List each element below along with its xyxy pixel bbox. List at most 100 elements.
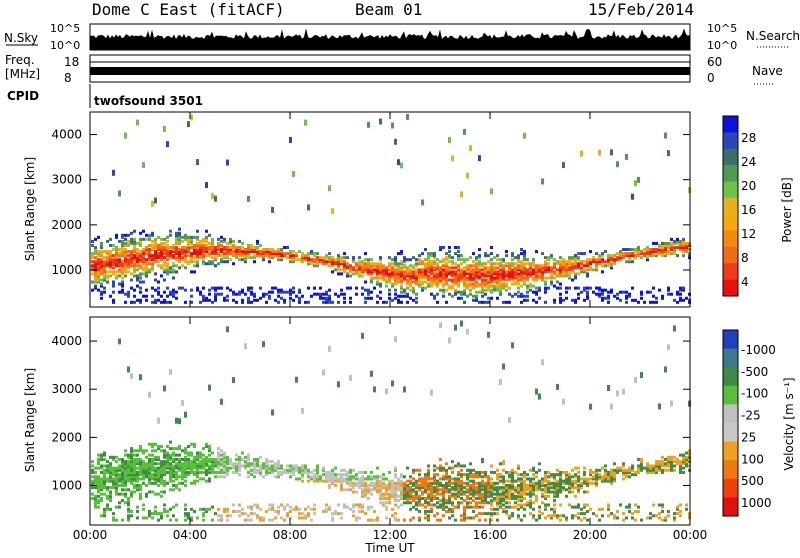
heatmap-cell: [160, 477, 163, 481]
heatmap-cell: [523, 132, 526, 139]
heatmap-cell: [127, 241, 130, 245]
heatmap-cell: [211, 239, 214, 243]
heatmap-cell: [124, 483, 127, 487]
heatmap-cell: [478, 268, 481, 272]
heatmap-cell: [445, 501, 448, 505]
heatmap-cell: [679, 243, 682, 247]
heatmap-cell: [427, 486, 430, 490]
heatmap-cell: [523, 481, 526, 485]
heatmap-cell: [523, 272, 526, 276]
heatmap-cell: [97, 260, 100, 264]
heatmap-cell: [379, 475, 382, 479]
heatmap-cell: [172, 248, 175, 252]
heatmap-cell: [406, 501, 409, 505]
heatmap-cell: [292, 254, 295, 258]
heatmap-cell: [574, 514, 577, 518]
heatmap-cell: [481, 460, 484, 464]
heatmap-cell: [139, 486, 142, 490]
heatmap-cell: [301, 475, 304, 479]
heatmap-cell: [445, 473, 448, 477]
heatmap-cell: [637, 457, 640, 461]
heatmap-cell: [553, 284, 556, 288]
heatmap-cell: [562, 274, 565, 278]
heatmap-cell: [430, 389, 433, 396]
heatmap-cell: [511, 262, 514, 266]
heatmap-cell: [490, 464, 493, 468]
heatmap-cell: [418, 479, 421, 483]
heatmap-cell: [133, 464, 136, 468]
heatmap-cell: [178, 481, 181, 485]
heatmap-cell: [244, 462, 247, 466]
heatmap-cell: [112, 243, 115, 247]
heatmap-cell: [118, 190, 121, 197]
heatmap-cell: [499, 276, 502, 280]
heatmap-cell: [286, 290, 289, 294]
heatmap-cell: [685, 250, 688, 254]
heatmap-cell: [145, 250, 148, 254]
heatmap-cell: [529, 483, 532, 487]
heatmap-cell: [304, 470, 307, 474]
heatmap-cell: [475, 473, 478, 477]
heatmap-cell: [628, 294, 631, 298]
heatmap-cell: [91, 460, 94, 464]
heatmap-cell: [424, 264, 427, 268]
heatmap-cell: [685, 248, 688, 252]
heatmap-cell: [124, 258, 127, 262]
heatmap-cell: [346, 264, 349, 268]
heatmap-cell: [238, 462, 241, 466]
heatmap-cell: [490, 270, 493, 274]
heatmap-cell: [250, 473, 253, 477]
heatmap-cell: [421, 479, 424, 483]
heatmap-cell: [409, 496, 412, 500]
heatmap-cell: [679, 296, 682, 300]
heatmap-cell: [667, 514, 670, 518]
heatmap-cell: [148, 490, 151, 494]
nave-label: Nave: [752, 64, 783, 78]
heatmap-cell: [97, 488, 100, 492]
heatmap-cell: [277, 254, 280, 258]
heatmap-cell: [220, 462, 223, 466]
heatmap-cell: [133, 254, 136, 258]
heatmap-cell: [193, 470, 196, 474]
heatmap-cell: [271, 206, 274, 213]
heatmap-cell: [94, 266, 97, 270]
heatmap-cell: [421, 199, 424, 206]
heatmap-cell: [130, 252, 133, 256]
heatmap-cell: [559, 264, 562, 268]
heatmap-cell: [526, 276, 529, 280]
heatmap-cell: [568, 481, 571, 485]
heatmap-cell: [106, 477, 109, 481]
heatmap-cell: [568, 256, 571, 260]
heatmap-cell: [298, 512, 301, 516]
heatmap-cell: [340, 479, 343, 483]
heatmap-cell: [610, 254, 613, 258]
heatmap-cell: [238, 457, 241, 461]
heatmap-cell: [91, 470, 94, 474]
heatmap-cell: [100, 470, 103, 474]
heatmap-cell: [406, 479, 409, 483]
heatmap-cell: [685, 296, 688, 300]
heatmap-cell: [661, 464, 664, 468]
heatmap-cell: [139, 274, 142, 278]
heatmap-cell: [97, 499, 100, 503]
heatmap-cell: [271, 254, 274, 258]
heatmap-cell: [445, 268, 448, 272]
heatmap-cell: [121, 457, 124, 461]
heatmap-cell: [223, 254, 226, 258]
heatmap-cell: [370, 481, 373, 485]
heatmap-cell: [376, 276, 379, 280]
heatmap-cell: [97, 501, 100, 505]
heatmap-cell: [169, 229, 172, 233]
heatmap-cell: [601, 254, 604, 258]
heatmap-cell: [166, 254, 169, 258]
heatmap-cell: [130, 258, 133, 262]
heatmap-cell: [97, 486, 100, 490]
heatmap-cell: [670, 457, 673, 461]
heatmap-cell: [625, 254, 628, 258]
heatmap-cell: [199, 292, 202, 296]
heatmap-cell: [490, 278, 493, 282]
heatmap-cell: [358, 256, 361, 260]
heatmap-cell: [631, 516, 634, 520]
heatmap-cell: [193, 466, 196, 470]
heatmap-cell: [652, 252, 655, 256]
